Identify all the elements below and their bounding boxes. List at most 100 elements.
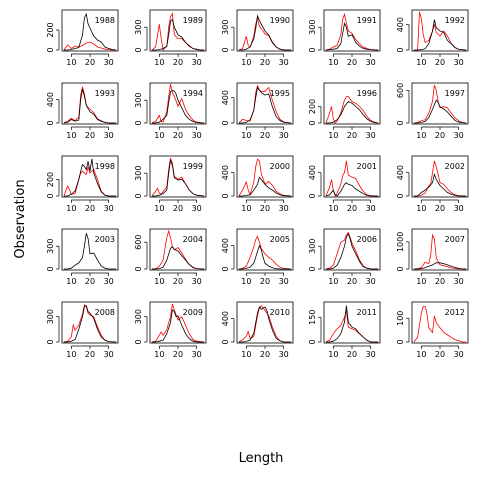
series-black-line — [151, 245, 205, 270]
series-black-line — [151, 18, 205, 51]
panel-year-label: 1991 — [357, 16, 377, 25]
y-tick-label: 1000 — [396, 232, 405, 252]
y-tick-label: 0 — [396, 47, 405, 52]
y-tick-label: 0 — [308, 193, 317, 198]
x-tick-label: 20 — [347, 204, 357, 213]
x-tick-label: 20 — [85, 58, 95, 67]
panel-1992: 10 20 30 0 400 1992 — [396, 9, 469, 67]
x-tick-label: 30 — [279, 204, 289, 213]
series-red-line — [413, 233, 467, 270]
y-tick-label: 0 — [221, 47, 230, 52]
y-tick-label: 300 — [134, 309, 143, 324]
panel-1996: 10 20 30 0 200 1996 — [308, 82, 381, 140]
series-red-line — [413, 305, 467, 343]
x-tick-label: 10 — [416, 277, 426, 286]
x-tick-label: 20 — [260, 58, 270, 67]
series-black-line — [63, 12, 117, 51]
series-red-line — [238, 158, 292, 197]
panel-box — [149, 155, 207, 198]
series-red-line — [238, 305, 292, 343]
series-red-line — [63, 41, 117, 51]
x-tick-label: 20 — [347, 277, 357, 286]
x-tick-label: 20 — [173, 131, 183, 140]
panel-1998: 10 20 30 0 200 1998 — [46, 155, 119, 213]
y-tick-label: 300 — [308, 20, 317, 35]
x-tick-label: 20 — [85, 277, 95, 286]
x-tick-label: 30 — [104, 58, 114, 67]
y-tick-label: 0 — [396, 266, 405, 271]
y-tick-label: 0 — [46, 120, 55, 125]
y-tick-label: 400 — [221, 165, 230, 180]
x-tick-label: 30 — [192, 131, 202, 140]
x-tick-label: 30 — [454, 350, 464, 359]
x-tick-label: 20 — [435, 58, 445, 67]
panel-1995: 10 20 30 0 400 1995 — [221, 82, 294, 140]
y-tick-label: 0 — [134, 120, 143, 125]
panel-2012: 10 20 30 0 100 2012 — [396, 301, 469, 359]
panel-1993: 10 20 30 0 400 1993 — [46, 82, 119, 140]
x-tick-label: 20 — [173, 350, 183, 359]
panel-year-label: 2010 — [270, 308, 290, 317]
panel-2000: 10 20 30 0 400 2000 — [221, 155, 294, 213]
panel-2002: 10 20 30 0 400 2002 — [396, 155, 469, 213]
panel-2001: 10 20 30 0 400 2001 — [308, 155, 381, 213]
panel-year-label: 2001 — [357, 162, 377, 171]
series-black-line — [238, 306, 292, 343]
series-black-line — [413, 19, 467, 51]
panel-2010: 10 20 30 0 400 2010 — [221, 301, 294, 359]
x-tick-label: 30 — [279, 58, 289, 67]
x-tick-label: 10 — [328, 131, 338, 140]
y-tick-label: 0 — [221, 193, 230, 198]
panel-year-label: 1994 — [183, 89, 203, 98]
x-tick-label: 20 — [260, 277, 270, 286]
panel-year-label: 1990 — [270, 16, 290, 25]
y-tick-label: 0 — [308, 120, 317, 125]
x-tick-label: 30 — [104, 350, 114, 359]
panel-year-label: 1992 — [445, 16, 465, 25]
x-tick-label: 10 — [154, 277, 164, 286]
series-black-line — [238, 14, 292, 51]
panel-box — [323, 301, 381, 344]
series-black-line — [238, 176, 292, 197]
x-tick-label: 10 — [241, 58, 251, 67]
y-tick-label: 0 — [134, 266, 143, 271]
series-black-line — [325, 233, 379, 270]
y-axis-label: Observation — [13, 179, 28, 258]
panel-year-label: 2009 — [183, 308, 203, 317]
y-tick-label: 200 — [46, 22, 55, 37]
x-tick-label: 30 — [366, 277, 376, 286]
x-tick-label: 30 — [192, 277, 202, 286]
x-tick-label: 10 — [416, 204, 426, 213]
panel-box — [236, 9, 294, 52]
y-tick-label: 400 — [221, 90, 230, 105]
series-red-line — [151, 84, 205, 124]
x-tick-label: 20 — [347, 58, 357, 67]
panel-year-label: 1997 — [445, 89, 465, 98]
panel-box — [61, 301, 119, 344]
y-tick-label: 300 — [134, 93, 143, 108]
y-tick-label: 0 — [46, 339, 55, 344]
panel-box — [411, 9, 469, 52]
x-tick-label: 10 — [328, 350, 338, 359]
series-black-line — [238, 86, 292, 124]
panel-year-label: 2005 — [270, 235, 290, 244]
panel-year-label: 1989 — [183, 16, 203, 25]
panel-year-label: 2000 — [270, 162, 290, 171]
x-tick-label: 20 — [435, 131, 445, 140]
panel-year-label: 1995 — [270, 89, 290, 98]
x-tick-label: 30 — [279, 350, 289, 359]
panel-box — [236, 82, 294, 125]
panel-box — [323, 155, 381, 198]
x-tick-label: 30 — [104, 204, 114, 213]
panel-box — [149, 301, 207, 344]
y-tick-label: 0 — [308, 266, 317, 271]
panel-box — [61, 228, 119, 271]
y-tick-label: 300 — [46, 239, 55, 254]
series-black-line — [63, 233, 117, 270]
y-tick-label: 0 — [396, 339, 405, 344]
